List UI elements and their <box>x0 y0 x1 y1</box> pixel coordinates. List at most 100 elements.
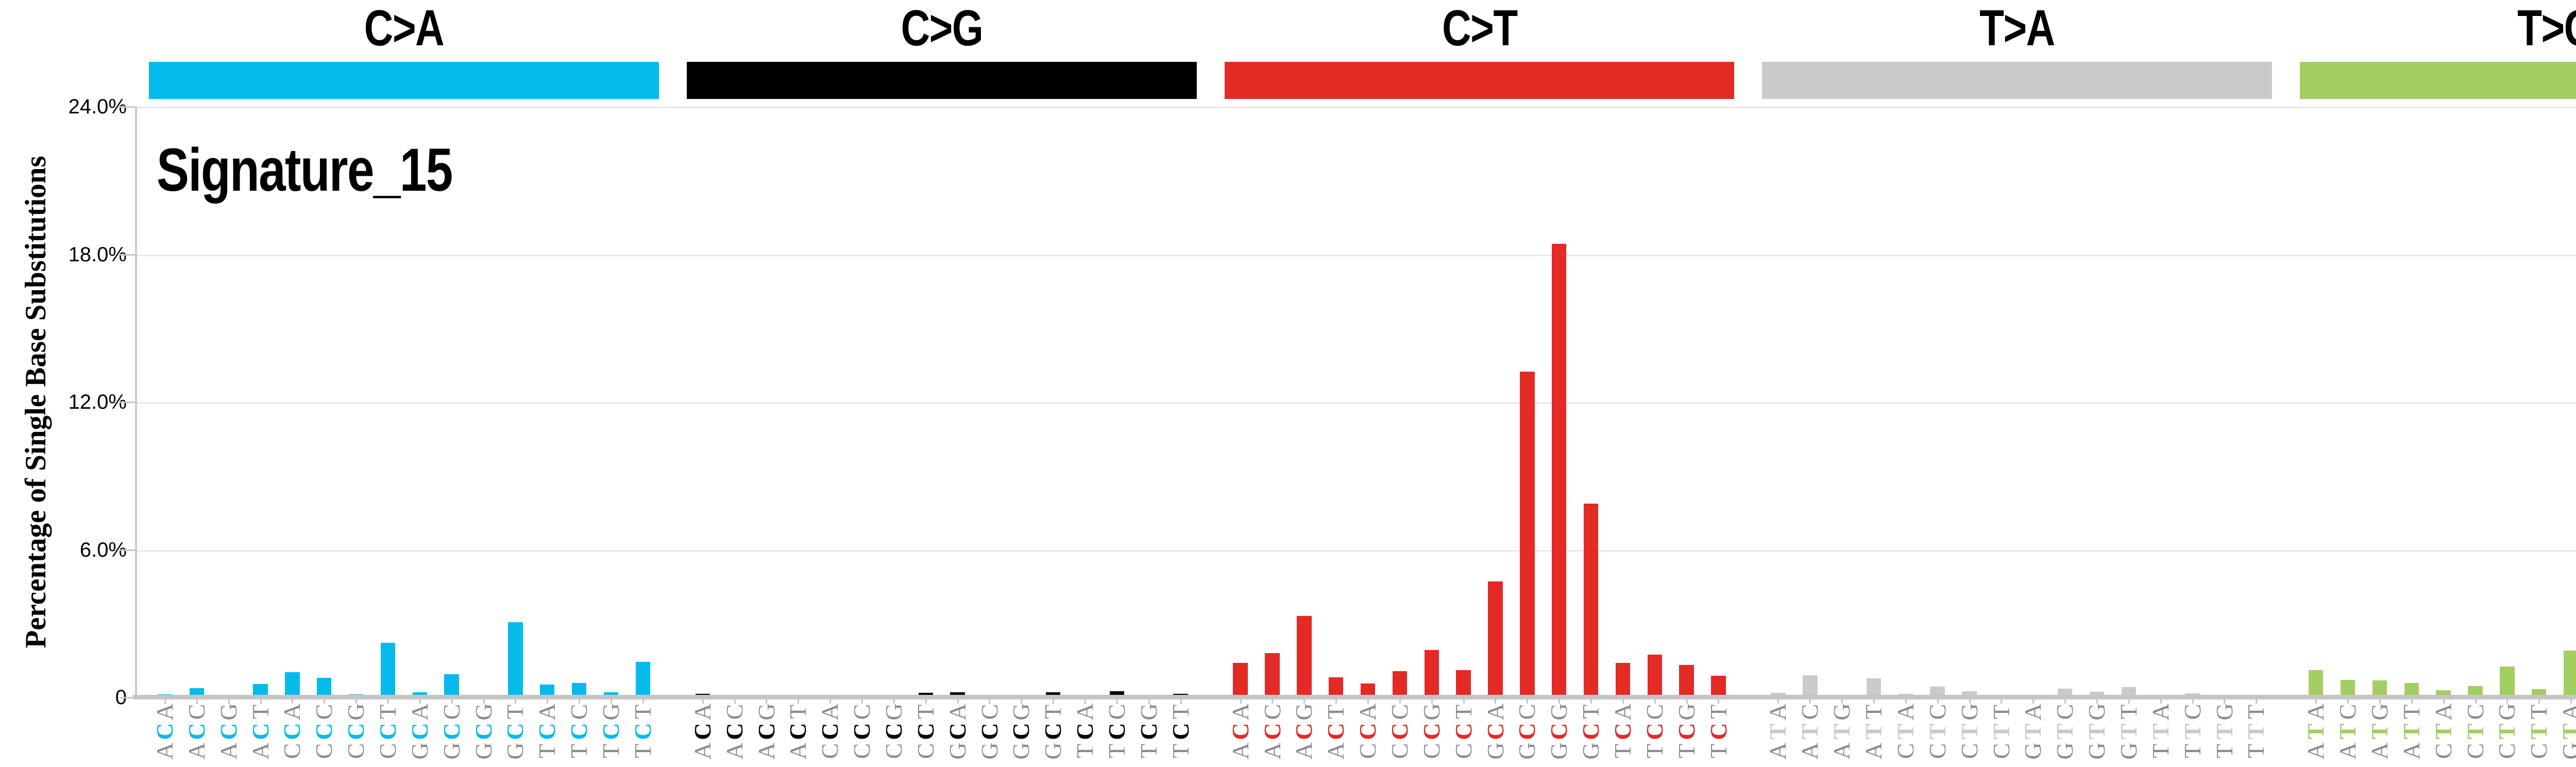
x-tick-mark <box>2224 698 2226 704</box>
x-tick-mark <box>610 698 612 704</box>
xlabel-flank-base: C <box>2430 743 2456 759</box>
plot-area <box>133 107 2576 699</box>
bar-slot-ta-gtt <box>2113 107 2145 697</box>
bar-slot-ca-gct <box>499 107 531 697</box>
xlabel-flank-base: A <box>2366 742 2393 760</box>
bar-ca-cct <box>380 642 396 697</box>
section-cg <box>673 107 1211 697</box>
bar-slot-ca-ccc <box>308 107 340 697</box>
xlabel-flank-base: G <box>976 742 1003 760</box>
y-tick-label-18: 18.0% <box>68 243 127 266</box>
bar-slot-cg-gct <box>1037 107 1069 697</box>
x-tick-mark <box>1558 698 1561 704</box>
bar-slot-ta-ttc <box>2177 107 2209 697</box>
bar-slot-ct-tct <box>1703 107 1735 697</box>
xlabel-flank-base: T <box>629 743 656 759</box>
header-label-ct: C>T <box>1442 0 1518 56</box>
x-tick-mark <box>292 698 294 704</box>
bar-slot-ct-tcg <box>1671 107 1703 697</box>
xlabel-flank-base: G <box>2557 735 2576 767</box>
bar-slot-ct-ccc <box>1384 107 1416 697</box>
bar-ct-gcg <box>1551 244 1567 697</box>
x-tick-mark <box>196 698 198 704</box>
header-cell-cg: C>G <box>673 0 1211 107</box>
bar-slot-ct-tca <box>1607 107 1639 697</box>
x-tick-mark <box>2032 698 2035 704</box>
bar-slot-cg-tcc <box>1101 107 1133 697</box>
xlabel-flank-base: T <box>1072 743 1098 759</box>
x-tick-mark <box>260 698 262 704</box>
y-tick-label-6: 6.0% <box>79 538 127 561</box>
bar-ca-tcg <box>603 692 619 697</box>
xlabel-flank-base: A <box>2398 742 2425 760</box>
bar-slot-ct-gct <box>1575 107 1607 697</box>
header-color-bar-ta <box>1762 62 2273 99</box>
bar-ct-gcc <box>1520 372 1535 697</box>
bar-ca-gcc <box>444 674 459 697</box>
bar-slot-ta-ttg <box>2209 107 2241 697</box>
bar-slot-ca-tct <box>627 107 659 697</box>
bar-slot-cg-tct <box>1165 107 1197 697</box>
bar-slot-tc-att <box>2396 107 2428 697</box>
header-label-cg: C>G <box>901 0 983 56</box>
xlabel-flank-base: C <box>1354 743 1381 759</box>
header-label-tc: T>C <box>2517 0 2576 56</box>
xlabel-flank-base: C <box>2462 743 2488 759</box>
xlabel-flank-base: G <box>2115 742 2142 760</box>
xlabel-flank-base: G <box>438 742 465 760</box>
page-title: Signature_15 <box>157 136 453 204</box>
xlabel-flank-base: T <box>2211 743 2238 759</box>
x-tick-mark <box>893 698 895 704</box>
bar-slot-ta-atg <box>1826 107 1858 697</box>
xlabel-flank-base: A <box>1323 742 1349 760</box>
xlabel-flank-base: A <box>1860 742 1887 760</box>
x-tick-mark <box>1495 698 1497 704</box>
bar-slot-ca-tcg <box>595 107 627 697</box>
x-tick-mark <box>1272 698 1274 704</box>
xlabel-flank-base: G <box>1514 742 1540 760</box>
x-tick-mark <box>2443 698 2445 704</box>
bar-ct-ccg <box>1424 650 1439 697</box>
bar-slot-ta-ctc <box>1922 107 1954 697</box>
bar-cg-gca <box>950 692 965 697</box>
xlabel-flank-base: T <box>1103 743 1130 759</box>
bar-slot-ta-tta <box>2145 107 2177 697</box>
xlabel-flank-base: A <box>689 742 716 760</box>
xlabel-flank-base: A <box>785 742 811 760</box>
header-color-bar-ca <box>149 62 659 99</box>
xlabel-flank-base: A <box>215 742 242 760</box>
bar-slot-ca-cca <box>276 107 308 697</box>
x-tick-mark <box>1905 698 1907 704</box>
bar-slot-tc-atc <box>2332 107 2364 697</box>
header-label-ta: T>A <box>1979 0 2056 56</box>
bar-ta-atc <box>1803 675 1818 697</box>
bar-slot-tc-gta <box>2555 107 2576 697</box>
bar-slot-tc-cta <box>2428 107 2460 697</box>
bar-slot-ta-ctg <box>1954 107 1986 697</box>
bar-slot-cg-acc <box>719 107 751 697</box>
y-tick-label-12: 12.0% <box>68 391 127 413</box>
bar-slot-cg-acg <box>751 107 783 697</box>
bar-slot-ct-gcg <box>1543 107 1575 697</box>
xlabel-flank-base: G <box>1578 742 1604 760</box>
